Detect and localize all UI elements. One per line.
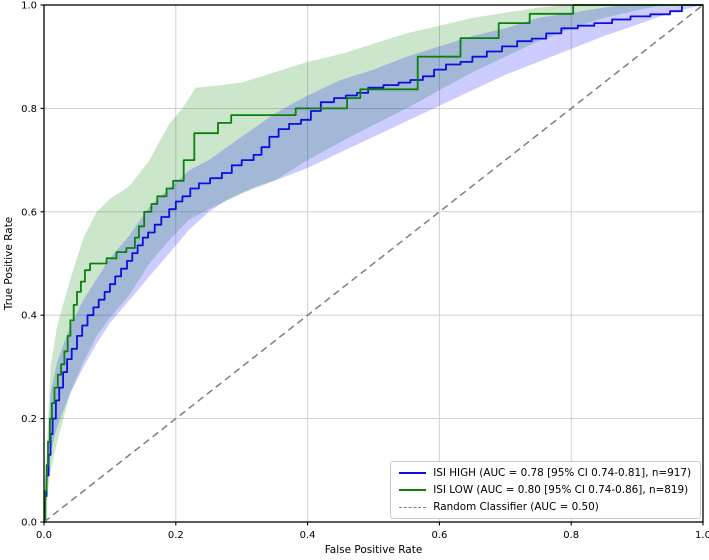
isi-low-ci-band [44,5,703,522]
y-tick-label: 0.6 [21,207,37,218]
y-axis-label: True Positive Rate [3,217,15,312]
legend-line-sample-isi-high [399,472,427,474]
y-tick-label: 0.0 [21,518,37,529]
x-tick-label: 0.4 [300,530,316,541]
y-tick-label: 0.8 [21,104,37,115]
legend-entry-isi-high: ISI HIGH (AUC = 0.78 [95% CI 0.74-0.81],… [399,466,691,480]
x-axis-label: False Positive Rate [325,544,423,556]
legend-label-isi-low: ISI LOW (AUC = 0.80 [95% CI 0.74-0.86], … [433,484,689,496]
legend-label-isi-high: ISI HIGH (AUC = 0.78 [95% CI 0.74-0.81],… [433,467,691,479]
roc-line-random-classifier [43,4,704,523]
y-tick-label: 0.4 [21,311,37,322]
plot-border [43,4,704,523]
legend-entry-isi-low: ISI LOW (AUC = 0.80 [95% CI 0.74-0.86], … [399,483,691,497]
legend-line-sample-random-classifier [399,506,427,508]
ticks [40,4,704,526]
roc-line-isi-low [44,4,703,523]
x-tick-label: 0.0 [36,530,52,541]
legend-label-random-classifier: Random Classifier (AUC = 0.50) [433,501,599,513]
legend-entry-random-classifier: Random Classifier (AUC = 0.50) [399,500,691,514]
y-tick-label: 1.0 [21,1,37,12]
legend-line-sample-isi-low [399,489,427,491]
isi-high-ci-band [44,5,703,522]
x-tick-label: 0.6 [431,530,447,541]
y-tick-label: 0.2 [21,414,37,425]
roc-line-isi-high [44,4,703,523]
x-tick-label: 0.8 [563,530,579,541]
x-tick-label: 1.0 [695,530,709,541]
x-tick-label: 0.2 [168,530,184,541]
chart-legend: ISI HIGH (AUC = 0.78 [95% CI 0.74-0.81],… [390,461,701,519]
